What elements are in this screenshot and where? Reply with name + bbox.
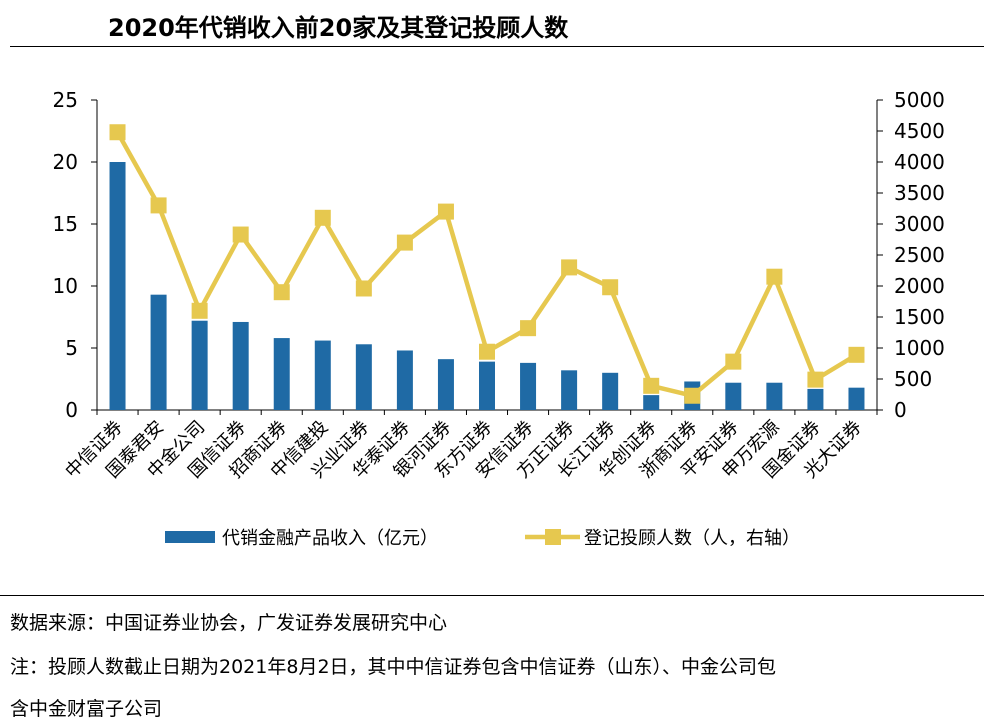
legend-line-label: 登记投顾人数（人，右轴） xyxy=(584,528,800,549)
legend-bar-label: 代销金融产品收入（亿元） xyxy=(222,528,438,549)
bar xyxy=(807,388,824,410)
bar xyxy=(848,387,865,410)
line-marker xyxy=(273,284,290,301)
line-marker xyxy=(848,346,865,363)
footnote-line-1: 注：投顾人数截止日期为2021年8月2日，其中中信证券包含中信证券（山东）、中金… xyxy=(10,656,777,678)
right-tick-label: 3500 xyxy=(894,181,945,205)
right-tick-label: 3000 xyxy=(894,212,945,236)
left-tick-label: 10 xyxy=(53,274,78,298)
line-series xyxy=(109,124,865,404)
axes: 0 5 10 15 20 25 0 500 1000 1500 2000 2500 3000 3500 40… xyxy=(53,88,945,422)
legend-line-marker xyxy=(545,529,561,545)
bar xyxy=(643,395,660,410)
line-marker xyxy=(150,197,167,214)
legend: 代销金融产品收入（亿元） 登记投顾人数（人，右轴） xyxy=(165,528,800,549)
line-marker xyxy=(561,259,578,276)
left-tick-label: 0 xyxy=(65,398,78,422)
bar xyxy=(766,382,783,410)
line-marker xyxy=(766,268,783,285)
bar xyxy=(273,338,290,410)
bar xyxy=(561,370,578,410)
bar xyxy=(150,294,167,410)
bar xyxy=(355,344,372,410)
line-marker xyxy=(725,353,742,370)
right-tick-label: 4500 xyxy=(894,119,945,143)
bar xyxy=(520,362,537,410)
line-marker xyxy=(807,371,824,388)
line-marker xyxy=(355,280,372,297)
bar-series xyxy=(109,162,865,410)
bar xyxy=(725,382,742,410)
right-tick-label: 4000 xyxy=(894,150,945,174)
bar xyxy=(232,321,249,410)
left-tick-label: 20 xyxy=(53,150,78,174)
bar xyxy=(314,340,331,410)
x-tick-labels: 中信证券国泰君安中金公司国信证券招商证券中信建投兴业证券华泰证券银河证券东方证券… xyxy=(61,417,866,483)
line-marker xyxy=(314,209,331,226)
left-tick-label: 25 xyxy=(53,88,78,112)
bar xyxy=(396,350,413,410)
title-rule xyxy=(10,46,984,47)
source-note: 数据来源：中国证券业协会，广发证券发展研究中心 xyxy=(10,612,448,634)
line-marker xyxy=(602,279,619,296)
right-tick-label: 1500 xyxy=(894,305,945,329)
right-tick-label: 500 xyxy=(894,367,932,391)
bar xyxy=(602,372,619,410)
right-tick-label: 2500 xyxy=(894,243,945,267)
line-marker xyxy=(396,234,413,251)
line-marker xyxy=(684,387,701,404)
line-marker xyxy=(520,320,537,337)
line-marker xyxy=(643,377,660,394)
line-marker xyxy=(191,302,208,319)
right-tick-label: 0 xyxy=(894,398,907,422)
line-marker xyxy=(479,343,495,360)
chart: 0 5 10 15 20 25 0 500 1000 1500 2000 2500 3000 3500 40… xyxy=(53,88,945,549)
bar xyxy=(109,162,126,410)
left-tick-label: 15 xyxy=(53,212,78,236)
chart-title: 2020年代销收入前20家及其登记投顾人数 xyxy=(108,14,569,42)
line-marker xyxy=(109,124,126,141)
footnote-line-2: 含中金财富子公司 xyxy=(10,698,163,720)
legend-bar-swatch xyxy=(165,531,215,543)
right-tick-label: 1000 xyxy=(894,336,945,360)
line-marker xyxy=(437,203,454,220)
line-marker xyxy=(232,226,249,243)
notes-rule xyxy=(0,595,984,596)
bar xyxy=(191,320,208,410)
bar xyxy=(437,359,454,410)
right-tick-label: 2000 xyxy=(894,274,945,298)
right-tick-label: 5000 xyxy=(894,88,945,112)
left-tick-label: 5 xyxy=(65,336,78,360)
bar xyxy=(479,361,495,410)
